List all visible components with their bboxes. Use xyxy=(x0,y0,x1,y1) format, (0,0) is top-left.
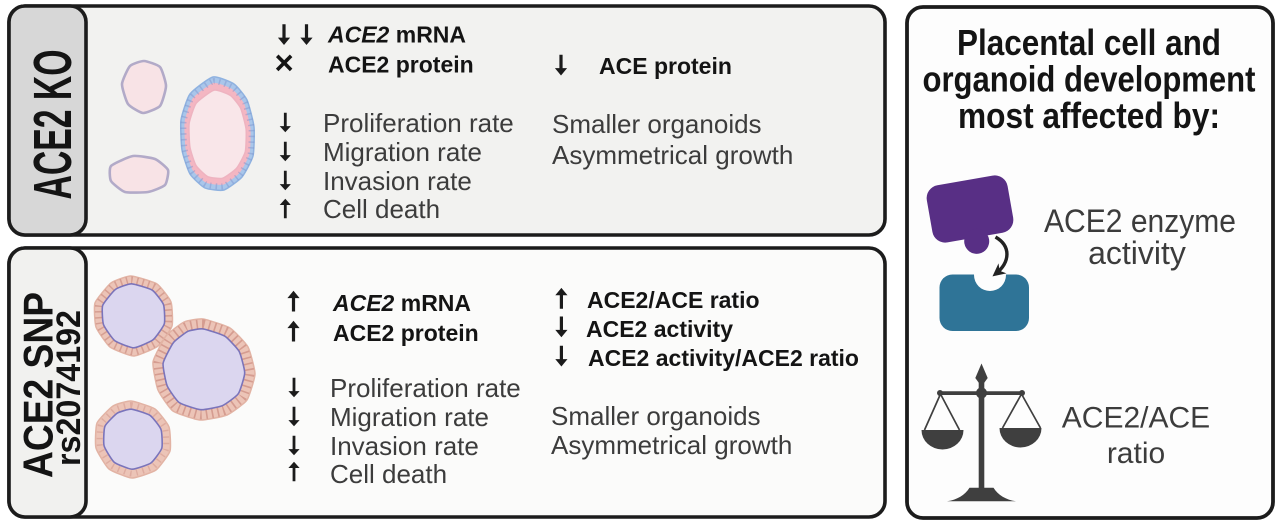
svg-text:most affected by:: most affected by: xyxy=(958,95,1220,136)
svg-text:Smaller organoids: Smaller organoids xyxy=(552,109,762,139)
svg-text:ACE2 KO: ACE2 KO xyxy=(23,50,83,200)
svg-text:ACE2/ACE: ACE2/ACE xyxy=(1062,402,1210,435)
svg-text:ACE protein: ACE protein xyxy=(599,53,732,79)
svg-text:activity: activity xyxy=(1088,235,1186,271)
svg-text:ACE2 activity/ACE2 ratio: ACE2 activity/ACE2 ratio xyxy=(588,345,859,371)
svg-text:Cell death: Cell death xyxy=(330,459,447,489)
svg-text:ratio: ratio xyxy=(1107,437,1165,470)
svg-text:Placental cell and: Placental cell and xyxy=(957,22,1221,63)
svg-text:Proliferation rate: Proliferation rate xyxy=(323,108,514,138)
svg-text:ACE2 mRNA: ACE2 mRNA xyxy=(332,290,471,316)
svg-text:×: × xyxy=(275,44,294,81)
svg-text:Cell death: Cell death xyxy=(323,194,440,224)
svg-text:Migration rate: Migration rate xyxy=(330,402,489,432)
svg-text:Invasion rate: Invasion rate xyxy=(330,431,479,461)
svg-text:Invasion rate: Invasion rate xyxy=(323,166,472,196)
svg-text:organoid development: organoid development xyxy=(923,59,1256,100)
svg-text:ACE2 activity: ACE2 activity xyxy=(586,316,733,342)
svg-text:Asymmetrical growth: Asymmetrical growth xyxy=(552,140,793,170)
svg-text:Proliferation rate: Proliferation rate xyxy=(330,373,521,403)
svg-text:Smaller organoids: Smaller organoids xyxy=(551,401,761,431)
svg-text:ACE2 protein: ACE2 protein xyxy=(328,52,474,78)
svg-text:rs2074192: rs2074192 xyxy=(50,310,88,466)
svg-text:ACE2 protein: ACE2 protein xyxy=(333,320,479,346)
svg-text:Asymmetrical growth: Asymmetrical growth xyxy=(551,430,792,460)
svg-text:ACE2/ACE ratio: ACE2/ACE ratio xyxy=(587,287,760,313)
svg-text:ACE2 SNP: ACE2 SNP xyxy=(15,292,62,478)
svg-text:Migration rate: Migration rate xyxy=(323,137,482,167)
svg-text:ACE2 enzyme: ACE2 enzyme xyxy=(1044,203,1236,239)
svg-text:ACE2 mRNA: ACE2 mRNA xyxy=(327,22,466,48)
